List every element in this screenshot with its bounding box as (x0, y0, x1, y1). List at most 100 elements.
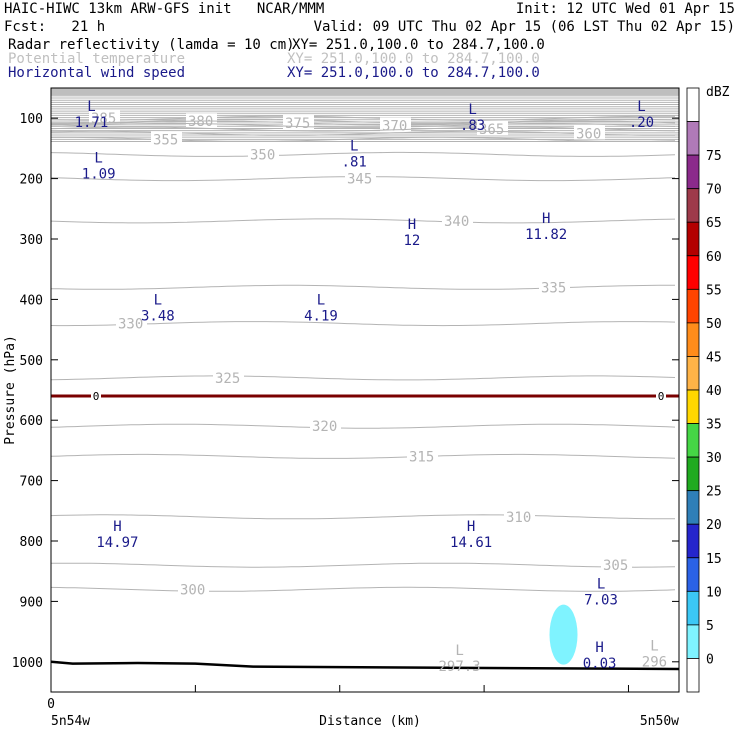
theta-label-bg (407, 448, 438, 463)
theta-label-bg (539, 279, 570, 294)
colorbar-swatch (686, 255, 700, 290)
theta-contour (51, 218, 676, 224)
theta-label: 315 (409, 449, 434, 465)
colorbar-level-label: 15 (706, 552, 722, 567)
colorbar-level-label: 35 (706, 418, 722, 433)
wind-extremum-type: L (317, 293, 325, 309)
colorbar-unit: dBZ (706, 85, 730, 100)
theta-label: 365 (479, 122, 504, 138)
theta-label: 320 (312, 419, 337, 435)
x-axis-label: Distance (km) (319, 714, 421, 729)
terrain-line (51, 660, 679, 671)
theta-contour (51, 284, 675, 290)
wind-extremum-type: H (113, 519, 121, 535)
wind-extremum-value: 12 (403, 233, 420, 249)
x-left-location-label: 5n54w (51, 714, 90, 729)
theta-label: 335 (541, 280, 566, 296)
theta-label-bg (310, 418, 341, 433)
wind-extremum-type: L (94, 151, 102, 167)
y-tick-label: 400 (20, 293, 43, 308)
theta-label: 360 (576, 126, 601, 142)
header-title: HAIC-HIWC 13km ARW-GFS init NCAR/MMM (4, 1, 325, 17)
colorbar-level-label: 5 (706, 619, 714, 634)
plot-frame (50, 87, 680, 693)
colorbar-level-label: 65 (706, 216, 722, 231)
theta-contour (51, 126, 676, 132)
colorbar-swatch (686, 423, 700, 458)
colorbar-level-label: 40 (706, 384, 722, 399)
field-reflectivity-xy: XY= 251.0,100.0 to 284.7,100.0 (292, 37, 545, 53)
colorbar: dBZ 0 5 10 15 20 25 30 35 40 45 50 55 60 65 70 75 (686, 85, 730, 693)
colorbar-level-label: 30 (706, 451, 722, 466)
colorbar-swatch (686, 154, 700, 190)
wind-extremum-type: H (595, 640, 603, 656)
colorbar-swatch (686, 288, 700, 324)
theta-label-bg (213, 369, 244, 384)
theta-contour (51, 375, 676, 381)
theta-extremum-type: L (650, 639, 658, 655)
theta-label: 350 (250, 147, 275, 163)
freezing-level-label: 0 (93, 390, 100, 403)
wind-extremum-type: H (542, 211, 550, 227)
x-tick-label: 0 (47, 697, 55, 712)
theta-contour (51, 122, 676, 128)
axes: 100 200 300 400 500 600 700 800 900 1000 0 5n54w 5n5… (3, 112, 679, 729)
y-tick-label: 900 (20, 595, 43, 610)
colorbar-level-label: 50 (706, 317, 722, 332)
header-forecast-hour: Fcst: 21 h (4, 19, 106, 35)
y-tick-label: 300 (20, 233, 43, 248)
colorbar-swatch (686, 490, 700, 525)
theta-contour (51, 118, 676, 124)
field-theta-xy: XY= 251.0,100.0 to 284.7,100.0 (287, 51, 540, 67)
theta-label-bg (345, 170, 376, 185)
y-tick-label: 1000 (12, 656, 43, 671)
y-axis-label: Pressure (hPa) (3, 335, 18, 445)
theta-label-bg (116, 315, 147, 330)
theta-label-bg (380, 117, 411, 132)
theta-label: 345 (347, 172, 372, 188)
colorbar-level-label: 0 (706, 652, 714, 667)
theta-label: 375 (285, 116, 310, 132)
colorbar-level-label: 70 (706, 183, 722, 198)
field-wind-name: Horizontal wind speed (8, 65, 186, 81)
wind-extremum-type: L (87, 99, 95, 115)
wind-extremum-value: 7.03 (584, 592, 618, 608)
theta-label-bg (248, 146, 279, 161)
theta-label: 380 (188, 114, 213, 130)
wind-extremum-type: L (597, 576, 605, 592)
colorbar-level-label: 25 (706, 485, 722, 500)
colorbar-swatch (686, 658, 700, 693)
theta-label-bg (178, 581, 209, 596)
theta-contour (51, 514, 675, 520)
y-tick-label: 100 (20, 112, 43, 127)
colorbar-swatch (686, 624, 700, 659)
freezing-level-label: 0 (658, 390, 665, 403)
theta-label-bg (283, 115, 314, 130)
y-tick-label: 600 (20, 414, 43, 429)
colorbar-swatch (686, 121, 700, 156)
wind-extremum-value: 1.09 (82, 167, 116, 183)
colorbar-swatch (686, 188, 700, 223)
theta-extremum-value: 297.3 (438, 659, 480, 675)
theta-contour (51, 423, 676, 429)
wind-extremum-type: L (154, 293, 162, 309)
field-wind-xy: XY= 251.0,100.0 to 284.7,100.0 (287, 65, 540, 81)
upper-shaded-band (51, 88, 679, 96)
field-reflectivity-name: Radar reflectivity (lamda = 10 cm) (8, 37, 295, 53)
colorbar-level-label: 20 (706, 518, 722, 533)
wind-extremum-value: 0.03 (583, 656, 617, 672)
theta-label-bg (89, 110, 120, 125)
colorbar-swatch (686, 456, 700, 492)
colorbar-swatch (686, 590, 700, 626)
theta-extremum-type: L (455, 643, 463, 659)
y-tick-label: 200 (20, 173, 43, 188)
theta-label-bg (442, 212, 473, 227)
colorbar-swatch (686, 557, 700, 592)
freezing-label-bg (91, 389, 101, 403)
wind-extremum-value: 1.71 (75, 115, 109, 131)
freezing-label-bg (656, 389, 666, 403)
theta-extremum-value: 296 (642, 655, 667, 671)
wind-extremum-value: .20 (629, 115, 654, 131)
y-tick-label: 800 (20, 535, 43, 550)
